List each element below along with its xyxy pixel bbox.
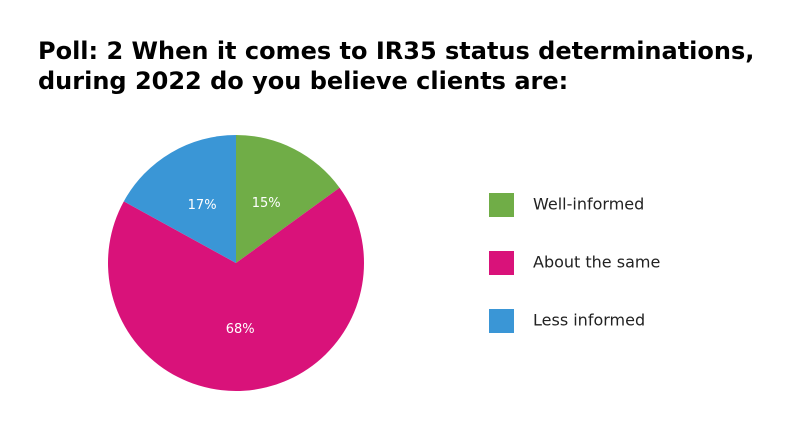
slice-label: 68% xyxy=(226,322,255,337)
pie-slice xyxy=(123,135,236,263)
legend-swatch xyxy=(489,309,514,333)
legend-label: About the same xyxy=(533,253,660,272)
legend-label: Well-informed xyxy=(533,195,644,214)
slice-label: 17% xyxy=(188,198,217,213)
legend-label: Less informed xyxy=(533,311,645,330)
pie-slice xyxy=(107,187,365,391)
chart-title: Poll: 2 When it comes to IR35 status det… xyxy=(38,37,754,65)
legend-swatch xyxy=(489,251,514,275)
legend-swatch xyxy=(489,193,514,217)
pie-slice xyxy=(236,135,340,263)
chart-title: during 2022 do you believe clients are: xyxy=(38,67,568,95)
slice-label: 15% xyxy=(252,196,281,211)
